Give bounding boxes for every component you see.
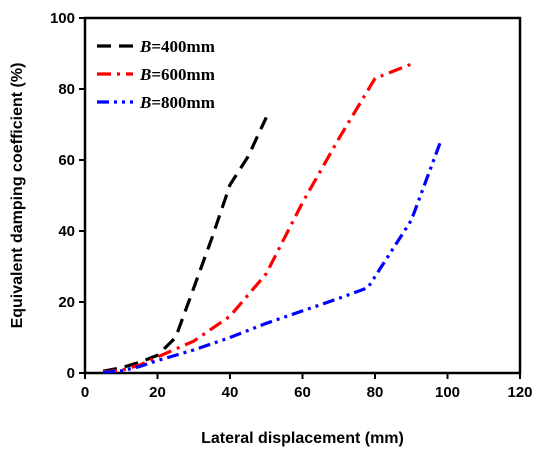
y-tick-label: 60 bbox=[58, 152, 75, 169]
y-axis-title: Equivalent damping coefficient (%) bbox=[9, 63, 26, 329]
legend-label-value: =400mm bbox=[151, 37, 215, 56]
legend-label-var: B bbox=[139, 65, 151, 84]
legend-label-var: B bbox=[139, 93, 151, 112]
x-tick-label: 60 bbox=[294, 384, 311, 401]
series-line-1 bbox=[102, 116, 268, 373]
legend-label-2: B=600mm bbox=[139, 65, 215, 84]
legend-label-1: B=400mm bbox=[139, 37, 215, 56]
series-line-2 bbox=[102, 62, 412, 374]
x-tick-label: 80 bbox=[367, 384, 384, 401]
series-line-3 bbox=[102, 141, 442, 374]
legend-label-value: =800mm bbox=[151, 93, 215, 112]
x-tick-label: 100 bbox=[435, 384, 460, 401]
y-tick-label: 0 bbox=[67, 365, 75, 382]
x-axis-title: Lateral displacement (mm) bbox=[201, 430, 404, 447]
y-tick-label: 80 bbox=[58, 81, 75, 98]
y-tick-label: 40 bbox=[58, 223, 75, 240]
axis-ticks: 0 20 40 60 80 100 120 0 20 40 60 80 100 bbox=[50, 10, 533, 401]
x-tick-label: 40 bbox=[222, 384, 239, 401]
x-tick-label: 20 bbox=[149, 384, 166, 401]
x-tick-label: 0 bbox=[81, 384, 89, 401]
y-tick-label: 100 bbox=[50, 10, 75, 27]
legend-label-var: B bbox=[139, 37, 151, 56]
x-tick-label: 120 bbox=[507, 384, 532, 401]
legend-label-value: =600mm bbox=[151, 65, 215, 84]
y-tick-label: 20 bbox=[58, 294, 75, 311]
series-layer bbox=[102, 62, 442, 374]
legend-label-3: B=800mm bbox=[139, 93, 215, 112]
